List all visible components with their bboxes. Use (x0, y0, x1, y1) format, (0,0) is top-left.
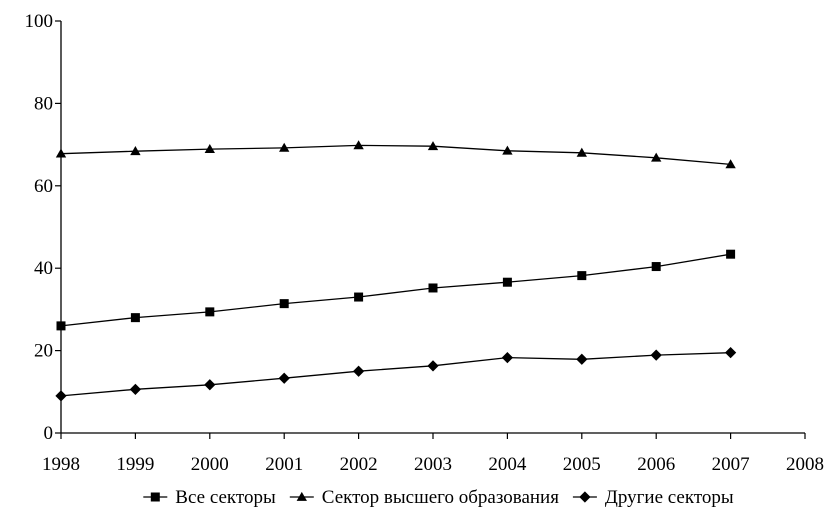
y-tick-label: 20 (34, 341, 53, 362)
series-group (55, 140, 737, 402)
series-line (60, 144, 731, 166)
data-point (427, 360, 439, 372)
data-point (354, 292, 364, 302)
x-tick-label: 2005 (563, 454, 601, 475)
series-line (60, 253, 731, 327)
x-tick-label: 1998 (42, 454, 80, 475)
x-axis-ticks: 1998 1999 2000 2001 2002 2003 2004 2005 2006 2007… (42, 433, 824, 475)
data-point (130, 313, 140, 323)
x-tick-label: 2007 (712, 454, 750, 475)
legend-marker (579, 491, 591, 503)
series-triangle (55, 140, 736, 169)
data-point (650, 349, 662, 361)
data-point (726, 249, 736, 259)
y-tick-label: 100 (25, 11, 54, 32)
data-point (576, 353, 588, 365)
data-point (651, 152, 662, 162)
legend-label: Сектор высшего образования (322, 487, 559, 508)
data-point (502, 277, 512, 287)
series-square (56, 249, 736, 331)
legend: Все секторы Сектор высшего образования Дру… (143, 487, 734, 508)
legend-item: Другие секторы (572, 487, 734, 508)
x-tick-label: 2004 (488, 454, 527, 475)
data-point (427, 141, 439, 151)
legend-label: Другие секторы (605, 487, 734, 508)
data-point (724, 347, 737, 359)
y-axis-ticks: 0 20 40 60 80 100 (25, 11, 61, 444)
x-tick-label: 2006 (637, 454, 675, 475)
data-point (278, 372, 290, 384)
x-tick-label: 2003 (414, 454, 452, 475)
data-point (651, 262, 661, 272)
series-line (60, 352, 731, 397)
legend-marker (296, 491, 307, 501)
data-point (353, 140, 364, 150)
data-point (55, 390, 67, 402)
x-tick-label: 1999 (116, 454, 154, 475)
data-point (279, 299, 289, 309)
x-tick-label: 2008 (786, 454, 824, 475)
data-point (55, 148, 67, 158)
x-tick-label: 2001 (265, 454, 303, 475)
data-point (205, 307, 215, 317)
y-tick-label: 80 (34, 93, 53, 114)
data-point (577, 271, 587, 281)
data-point (428, 283, 438, 293)
legend-label: Все секторы (175, 487, 276, 508)
data-point (279, 142, 290, 152)
y-tick-label: 40 (34, 258, 53, 279)
data-point (129, 383, 142, 395)
data-point (725, 159, 736, 169)
data-point (204, 143, 215, 154)
y-tick-label: 0 (44, 423, 54, 444)
data-point (502, 145, 513, 155)
legend-marker (150, 492, 160, 502)
data-point (56, 321, 66, 331)
data-point (576, 147, 587, 157)
data-point (352, 365, 365, 377)
data-point (130, 146, 141, 156)
data-point (204, 379, 216, 391)
legend-item: Все секторы (143, 487, 276, 508)
x-tick-label: 2000 (191, 454, 229, 475)
data-point (501, 351, 514, 364)
x-tick-label: 2002 (340, 454, 378, 475)
legend-item: Сектор высшего образования (289, 487, 559, 508)
series-diamond (55, 347, 737, 402)
y-tick-label: 60 (34, 176, 53, 197)
